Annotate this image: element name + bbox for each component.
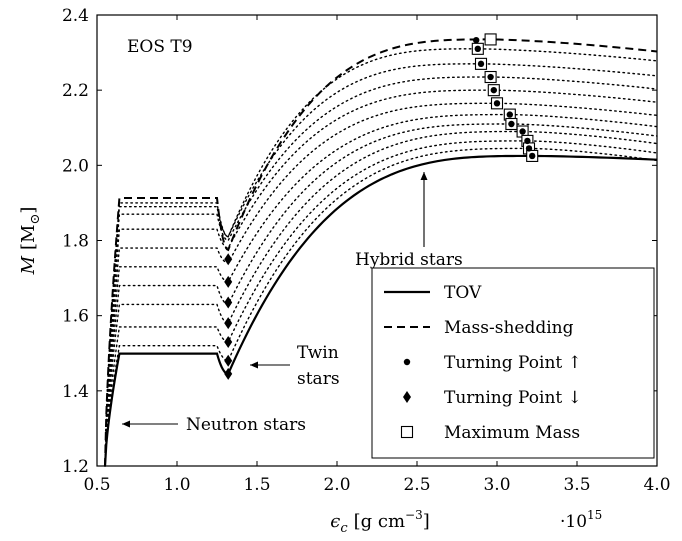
x-label-symbol: ϵ [330,511,340,532]
series-line-intermediate-7 [104,89,658,467]
y-tick-label: 1.8 [62,232,89,252]
turning-point-up-marker [506,111,513,118]
annotation-twin: Twin [297,343,339,363]
series-line-mass-shedding [104,38,658,467]
turning-point-down-marker [224,275,233,288]
y-axis-label: M [M⊙] [18,207,43,276]
arrow-twin-stars-head [250,361,258,369]
x-tick-label: 2.5 [403,475,430,495]
arrow-hybrid-stars-head [420,172,428,180]
x-label-close: ] [423,511,430,532]
x-label-subscript: c [340,521,348,536]
x-tick-label: 1.0 [163,475,190,495]
arrow-neutron-stars-head [122,420,130,428]
turning-point-down-marker [224,317,233,330]
x-multiplier-exponent: 15 [587,508,602,522]
turning-point-up-marker [487,73,494,81]
turning-point-up-marker [519,128,526,135]
x-tick-label: 4.0 [643,475,670,495]
y-label-unit: [M [18,225,39,250]
y-tick-label: 1.2 [62,457,89,477]
legend-sample-dot [403,358,411,366]
annotation-arrows [122,172,428,428]
legend-entry-turning-point-down: Turning Point ↓ [444,388,582,408]
y-label-symbol: M [18,255,39,275]
y-tick-label: 2.2 [62,81,89,101]
x-tick-label: 2.0 [323,475,350,495]
turning-point-up-marker [474,45,481,53]
x-label-exponent: −3 [405,508,423,522]
turning-point-up-marker [524,137,531,145]
x-tick-label: 0.5 [83,475,110,495]
turning-point-up-marker [525,145,533,152]
legend: TOV Mass-shedding Turning Point ↑ Turnin… [371,267,655,459]
series-line-intermediate-9 [104,63,658,467]
eos-label: EOS T9 [127,37,193,57]
legend-entry-maximum-mass: Maximum Mass [444,423,580,443]
turning-point-up-marker [508,120,515,128]
series-line-intermediate-2 [104,140,658,467]
turning-point-down-marker [224,296,233,309]
annotation-hybrid-stars: Hybrid stars [355,250,463,270]
turning-point-down-marker [224,354,233,367]
turning-point-down-marker [224,367,233,380]
x-axis-multiplier: ·1015 [560,508,602,532]
turning-point-up-marker [493,100,501,107]
series-line-intermediate-5 [104,113,658,467]
legend-sample-diamond [403,391,411,403]
series-line-intermediate-6 [104,102,658,467]
legend-entry-tov: TOV [444,283,482,303]
x-label-unit: [g cm [354,511,405,532]
turning-point-down-marker [224,335,233,348]
legend-sample-square [400,425,414,439]
turning-point-up-marker [473,36,480,44]
x-multiplier-base: ·10 [560,512,587,532]
legend-entry-turning-point-up: Turning Point ↑ [444,353,582,373]
y-tick-label: 2.4 [62,6,89,26]
y-tick-label: 2.0 [62,156,89,176]
legend-samples [384,290,430,439]
turning-point-up-marker [477,60,485,68]
y-label-unit-sub: ⊙ [28,214,43,225]
maximum-mass-marker [484,33,497,46]
x-tick-label: 3.0 [483,475,510,495]
turning-point-down-marker [224,253,233,266]
x-axis-label: ϵc [g cm−3] [330,508,430,536]
series-line-intermediate-1 [104,147,658,467]
turning-point-up-marker [529,152,536,160]
series-line-intermediate-3 [104,130,658,467]
turning-point-up-marker [490,86,497,94]
y-label-close: ] [18,207,39,214]
legend-entry-mass-shedding: Mass-shedding [444,318,574,338]
annotation-twin-stars: stars [297,369,340,389]
ticks-layer: 0.5 1.0 1.5 2.0 2.5 3.0 3.5 4.0 1.2 1.4 1.6 1.8 2.0 2… [62,6,671,495]
series-line-intermediate-4 [104,123,658,467]
curves-layer [103,38,658,467]
x-tick-label: 3.5 [563,475,590,495]
x-tick-label: 1.5 [243,475,270,495]
annotation-neutron-stars: Neutron stars [186,415,306,435]
legend-box [371,267,655,459]
y-tick-label: 1.6 [62,307,89,327]
markers-layer [224,33,539,380]
series-line-tov [103,154,658,467]
y-tick-label: 1.4 [62,382,89,402]
series-line-intermediate-8 [104,76,658,467]
